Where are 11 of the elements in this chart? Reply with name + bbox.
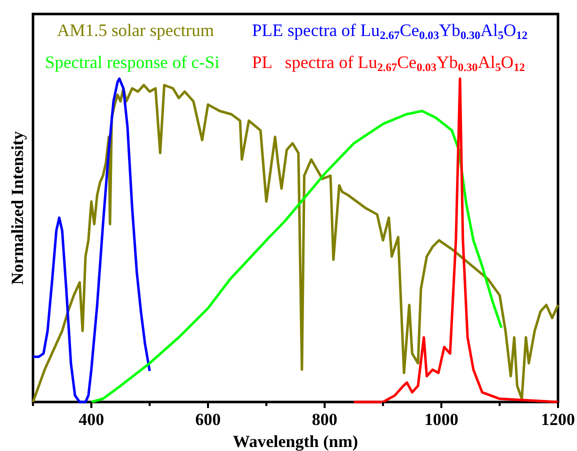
x-tick-label: 1000	[424, 410, 458, 429]
x-tick-label: 1200	[541, 410, 575, 429]
text: PL spectra of Lu$_{2.67}$Ce$_{0.03}$Yb$_{0.30}$Al$_{5}$O$_{12}$	[252, 52, 525, 74]
x-axis-title: Wavelength (nm)	[232, 432, 358, 451]
text: Spectral response of c-Si	[45, 52, 220, 72]
x-tick-label: 600	[195, 410, 221, 429]
y-axis-title: Normalized Intensity	[8, 130, 27, 285]
text: PLE spectra of Lu$_{2.67}$Ce$_{0.03}$Yb$_{0.30}$Al$_{5}$O$_{12}$	[252, 20, 528, 42]
x-tick-label: 400	[78, 410, 104, 429]
text: AM1.5 solar spectrum	[57, 20, 214, 40]
x-tick-label: 800	[312, 410, 338, 429]
